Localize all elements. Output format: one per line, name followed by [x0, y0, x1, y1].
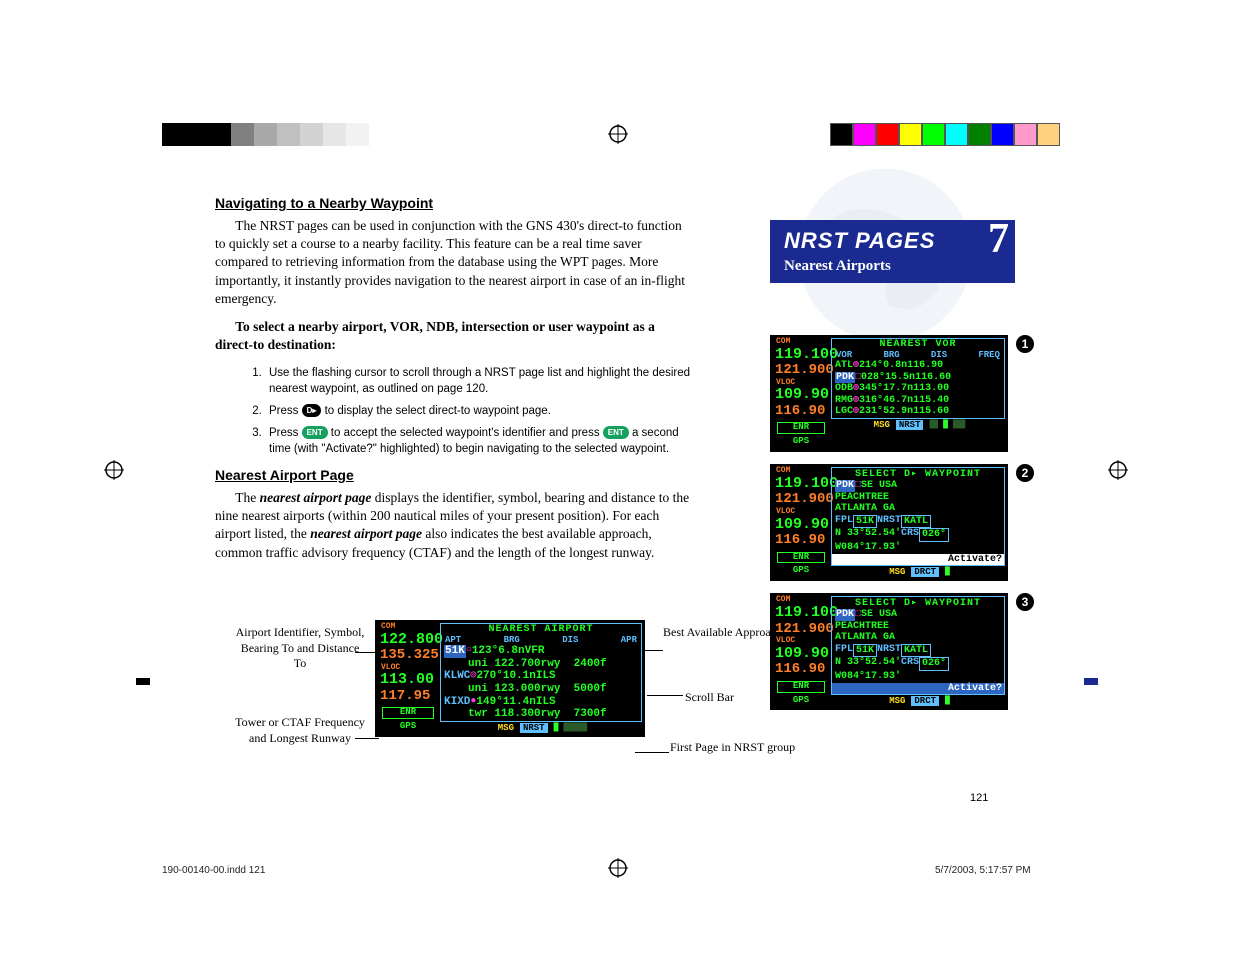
callout-line	[355, 738, 379, 739]
title-main: NRST PAGES	[784, 228, 1005, 254]
gns-screen-nearest-airport: COM 122.800 135.325 VLOC 113.00 117.95 E…	[375, 620, 645, 737]
paragraph-intro: The NRST pages can be used in conjunctio…	[215, 217, 695, 308]
vloc-active: 113.00	[378, 672, 438, 689]
screen-1-wrap: 1 COM 119.100 121.900 VLOC 109.90 116.90…	[770, 335, 1008, 452]
footer-left: 190-00140-00.indd 121	[162, 865, 265, 876]
screen-3-wrap: 3 COM 119.100 121.900 VLOC 109.90 116.90…	[770, 593, 1008, 710]
heading-nearest-airport: Nearest Airport Page	[215, 467, 695, 483]
paragraph-lead: To select a nearby airport, VOR, NDB, in…	[215, 318, 695, 354]
heading-navigating: Navigating to a Nearby Waypoint	[215, 195, 695, 211]
registration-strip-left	[162, 123, 392, 146]
screens-stack: 1 COM 119.100 121.900 VLOC 109.90 116.90…	[770, 335, 1008, 722]
status-bar: MSG NRST ███████	[440, 722, 644, 735]
screen-header: APTBRGDISAPR	[441, 635, 641, 645]
vloc-standby: 117.95	[378, 689, 438, 704]
screen-2-wrap: 2 COM 119.100 121.900 VLOC 109.90 116.90…	[770, 464, 1008, 581]
airport-rows: 51K ○ 123° 6.8n VFRuni 122.700 rwy 2400f…	[441, 645, 641, 721]
screen-num-1: 1	[1016, 335, 1034, 353]
callout-line	[647, 695, 683, 696]
keycap-ent-1: ENT	[302, 426, 328, 439]
callout-ident: Airport Identifier, Symbol, Bearing To a…	[235, 625, 365, 672]
footer-right: 5/7/2003, 5:17:57 PM	[935, 865, 1031, 876]
gns-screen-1: COM 119.100 121.900 VLOC 109.90 116.90 E…	[770, 335, 1008, 452]
screen-num-2: 2	[1016, 464, 1034, 482]
step-1: Use the flashing cursor to scroll throug…	[265, 365, 695, 397]
page-number: 121	[970, 792, 988, 804]
screen-title: NEAREST AIRPORT	[441, 624, 641, 635]
title-card: NRST PAGES Nearest Airports 7	[770, 220, 1015, 283]
com-standby: 135.325	[378, 648, 438, 663]
gps-label: GPS	[378, 721, 438, 734]
screen-num-3: 3	[1016, 593, 1034, 611]
vor-rows: ATL ⊕ 214° 0.8n 116.90PDK □ 028° 15.5n 1…	[832, 360, 1004, 418]
registration-target-top	[608, 124, 628, 144]
com-active: 122.800	[378, 632, 438, 649]
paragraph-nearest: The nearest airport page displays the id…	[215, 489, 695, 562]
gns-screen-2: COM 119.100 121.900 VLOC 109.90 116.90 E…	[770, 464, 1008, 581]
enr-badge: ENR	[382, 707, 434, 719]
keycap-direct-to: D▸	[302, 404, 322, 417]
crop-tick-left	[136, 678, 150, 685]
page-frame: Navigating to a Nearby Waypoint The NRST…	[160, 160, 1070, 820]
keycap-ent-2: ENT	[603, 426, 629, 439]
callout-twr: Tower or CTAF Frequency and Longest Runw…	[235, 715, 365, 746]
left-column: Navigating to a Nearby Waypoint The NRST…	[215, 195, 695, 572]
callout-first-page: First Page in NRST group	[670, 740, 800, 756]
step-3: Press ENT to accept the selected waypoin…	[265, 425, 695, 457]
title-num: 7	[988, 218, 1009, 260]
diagram-nearest-airport: Airport Identifier, Symbol, Bearing To a…	[215, 610, 745, 800]
procedure-list: Use the flashing cursor to scroll throug…	[265, 365, 695, 457]
registration-target-left	[104, 460, 124, 480]
step-2: Press D▸ to display the select direct-to…	[265, 403, 695, 419]
registration-target-bottom	[608, 858, 628, 878]
crop-tick-right	[1084, 678, 1098, 685]
registration-strip-right	[830, 123, 1060, 146]
title-sub: Nearest Airports	[784, 258, 1005, 275]
registration-target-right	[1108, 460, 1128, 480]
callout-line	[635, 752, 669, 753]
gns-screen-3: COM 119.100 121.900 VLOC 109.90 116.90 E…	[770, 593, 1008, 710]
